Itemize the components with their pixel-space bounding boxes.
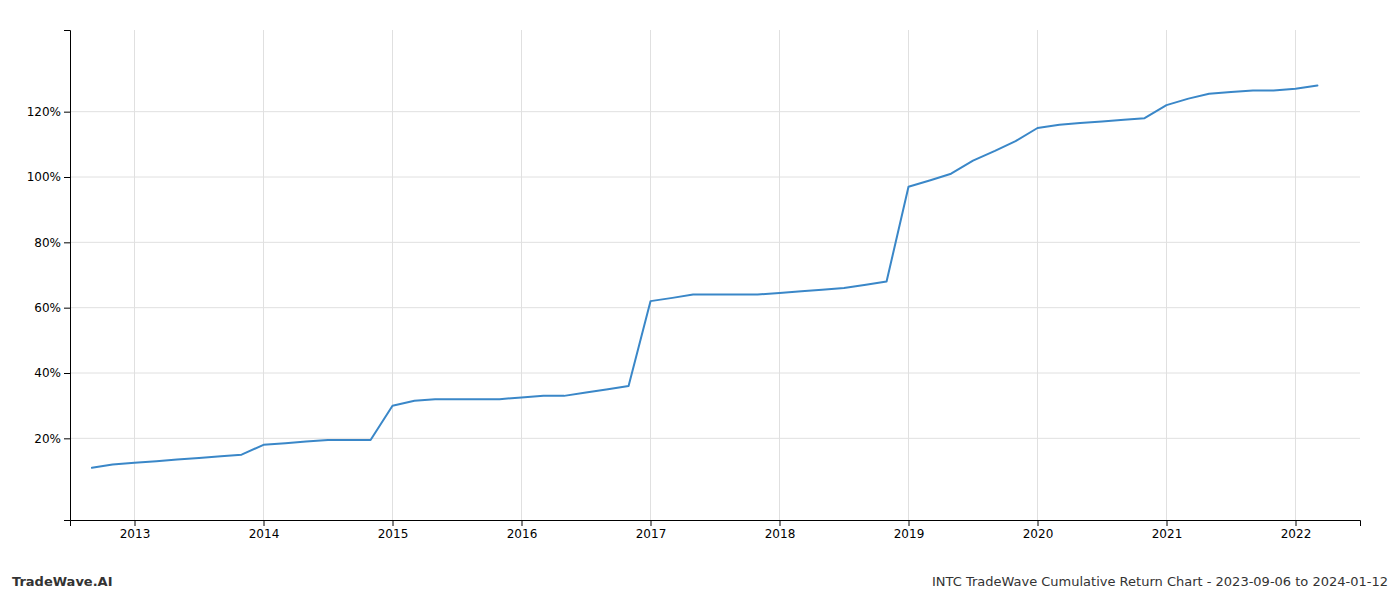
tick-label: 2022 — [1281, 527, 1312, 541]
tick-label: 100% — [27, 170, 61, 184]
grid-line — [779, 30, 780, 520]
tick: 100% — [27, 170, 70, 184]
watermark: TradeWave.AI — [12, 574, 113, 589]
tick-label: 2019 — [894, 527, 925, 541]
tick: 2022 — [1281, 520, 1312, 541]
grid-line — [134, 30, 135, 520]
tick-mark — [135, 520, 136, 526]
tick-label: 2018 — [765, 527, 796, 541]
tick: 120% — [27, 105, 70, 119]
tick-mark — [64, 242, 70, 243]
tick-mark — [522, 520, 523, 526]
tick-mark — [64, 373, 70, 374]
grid-line — [1166, 30, 1167, 520]
axis-line — [71, 521, 1361, 527]
tick: 2015 — [378, 520, 409, 541]
tick: 2014 — [249, 520, 280, 541]
line — [92, 86, 1318, 468]
tick: 60% — [34, 301, 70, 315]
grid-line — [908, 30, 909, 520]
tick-label: 20% — [34, 432, 61, 446]
grid-line — [70, 438, 1360, 439]
tick: 2013 — [120, 520, 151, 541]
tick: 2017 — [636, 520, 667, 541]
tick: 2019 — [894, 520, 925, 541]
tick: 2018 — [765, 520, 796, 541]
grid-line — [70, 177, 1360, 178]
tick: 2021 — [1152, 520, 1183, 541]
tick-label: 40% — [34, 366, 61, 380]
grid-line — [392, 30, 393, 520]
grid-line — [521, 30, 522, 520]
tick-mark — [1167, 520, 1168, 526]
grid-line — [70, 111, 1360, 112]
tick-label: 2013 — [120, 527, 151, 541]
tick-label: 2015 — [378, 527, 409, 541]
tick-mark — [64, 177, 70, 178]
y-axis: 20% 40% 60% 80% 100% 120% — [27, 31, 71, 521]
tick: 80% — [34, 236, 70, 250]
grid-line — [1295, 30, 1296, 520]
tick-mark — [1296, 520, 1297, 526]
tick-label: 60% — [34, 301, 61, 315]
tick-mark — [64, 308, 70, 309]
grid-line — [650, 30, 651, 520]
tick-mark — [909, 520, 910, 526]
tick-label: 120% — [27, 105, 61, 119]
tick-label: 2021 — [1152, 527, 1183, 541]
tick: 2020 — [1023, 520, 1054, 541]
grid-line — [70, 307, 1360, 308]
tick-mark — [264, 520, 265, 526]
tick-label: 2016 — [507, 527, 538, 541]
tick-label: 2017 — [636, 527, 667, 541]
tick-mark — [393, 520, 394, 526]
tick: 20% — [34, 432, 70, 446]
tick-mark — [64, 438, 70, 439]
tick: 2016 — [507, 520, 538, 541]
tick-mark — [64, 112, 70, 113]
grid-line — [70, 373, 1360, 374]
tick-label: 2020 — [1023, 527, 1054, 541]
chart: 2013 2014 2015 2016 2017 2018 2019 2020 2021 2022… — [0, 0, 1400, 600]
tick-mark — [651, 520, 652, 526]
x-axis: 2013 2014 2015 2016 2017 2018 2019 2020 2021 2022 — [71, 520, 1361, 541]
tick-mark — [1038, 520, 1039, 526]
axis-line — [64, 31, 71, 521]
tick: 40% — [34, 366, 70, 380]
grid — [70, 30, 1360, 520]
tick-mark — [780, 520, 781, 526]
grid-line — [263, 30, 264, 520]
marks — [92, 86, 1318, 468]
title: INTC TradeWave Cumulative Return Chart -… — [932, 574, 1388, 589]
tick-label: 2014 — [249, 527, 280, 541]
plot: 2013 2014 2015 2016 2017 2018 2019 2020 2021 2022… — [27, 30, 1361, 541]
tick-label: 80% — [34, 236, 61, 250]
grid-line — [1037, 30, 1038, 520]
grid-line — [70, 242, 1360, 243]
